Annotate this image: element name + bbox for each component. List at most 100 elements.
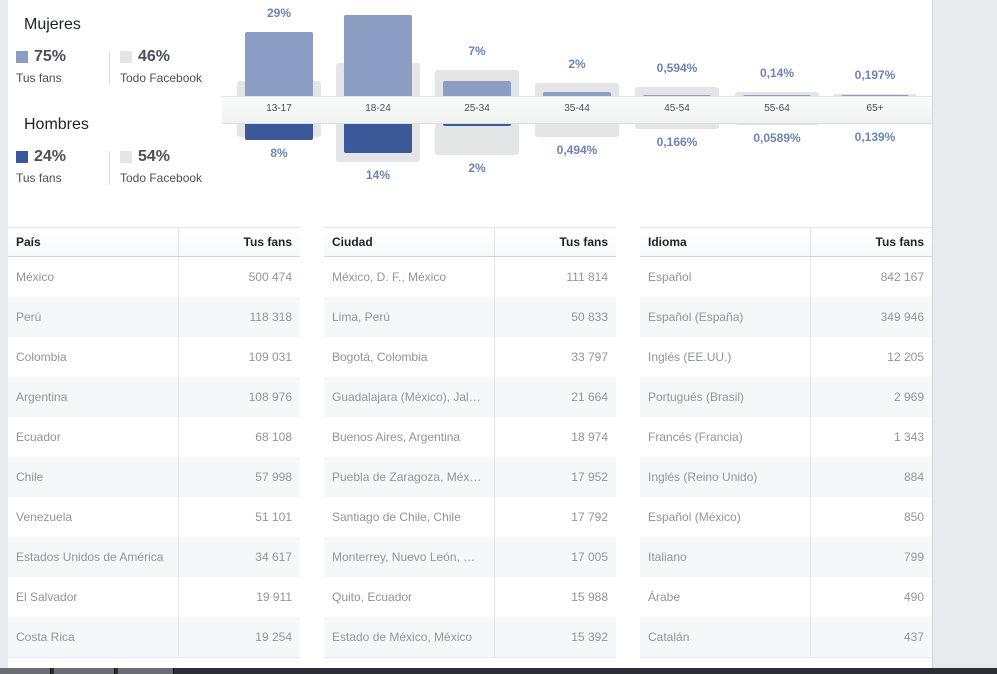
language-name: Inglés (EE.UU.) xyxy=(640,337,811,377)
country-table: País Tus fans México 500 474 Perú 118 318 Colo… xyxy=(8,227,300,658)
table-row: Árabe 490 xyxy=(640,577,932,617)
table-row: Colombia 109 031 xyxy=(8,337,300,377)
table-row: Inglés (Reino Unido) 884 xyxy=(640,457,932,497)
fan-count: 19 254 xyxy=(178,617,300,658)
country-name: Colombia xyxy=(8,337,179,377)
women-value-label: 0,594% xyxy=(656,61,698,76)
column-header[interactable]: Tus fans xyxy=(178,227,300,257)
divider xyxy=(109,151,110,185)
table-row: Guadalajara (México), Jal… 21 664 xyxy=(324,377,616,417)
men-fans-label: Tus fans xyxy=(16,171,62,186)
fan-count: 33 797 xyxy=(571,350,608,364)
city-name: Buenos Aires, Argentina xyxy=(324,417,495,457)
table-row: Francés (Francia) 1 343 xyxy=(640,417,932,457)
women-value-label: 2% xyxy=(568,56,586,71)
language-name: Catalán xyxy=(640,617,811,658)
women-fans-stat: 75% Tus fans xyxy=(16,48,66,85)
men-value-label: 2% xyxy=(468,161,486,175)
fan-count: 1 343 xyxy=(893,430,924,444)
men-value-label: 0,494% xyxy=(556,143,598,158)
fb-swatch xyxy=(120,151,132,163)
country-name: Estados Unidos de América xyxy=(8,537,179,577)
language-name: Francés (Francia) xyxy=(640,417,811,457)
country-name: Chile xyxy=(8,457,179,497)
table-row: México 500 474 xyxy=(8,256,300,297)
fan-count: 850 xyxy=(903,510,924,524)
fan-count: 842 167 xyxy=(880,270,924,284)
age-label: 45-54 xyxy=(664,103,690,114)
column-header[interactable]: Tus fans xyxy=(494,227,616,257)
table-header: Ciudad Tus fans xyxy=(324,227,616,257)
fan-count: 68 108 xyxy=(255,430,292,444)
table-row: Perú 118 318 xyxy=(8,297,300,337)
table-row: Español 842 167 xyxy=(640,256,932,297)
women-value-label: 0,14% xyxy=(759,65,795,80)
table-row: Monterrey, Nuevo León, … 17 005 xyxy=(324,537,616,577)
men-fans-stat: 24% Tus fans xyxy=(16,148,66,185)
table-row: Bogotá, Colombia 33 797 xyxy=(324,337,616,377)
table-row: México, D. F., México 111 814 xyxy=(324,256,616,297)
fan-count: 2 969 xyxy=(810,377,932,417)
fan-count: 12 205 xyxy=(887,350,924,364)
age-axis-band xyxy=(222,96,932,124)
country-name: Perú xyxy=(8,297,179,337)
fan-count: 34 617 xyxy=(178,537,300,577)
column-header[interactable]: Tus fans xyxy=(810,227,932,257)
fan-count: 884 xyxy=(810,457,932,497)
women-bar xyxy=(543,91,611,100)
fan-count: 18 974 xyxy=(571,430,608,444)
language-name: Español (España) xyxy=(640,297,811,337)
table-header: País Tus fans xyxy=(8,227,300,257)
city-name: México, D. F., México xyxy=(324,256,495,297)
city-name: Quito, Ecuador xyxy=(324,577,495,617)
column-header[interactable]: Ciudad xyxy=(324,227,495,257)
taskbar-button[interactable] xyxy=(0,668,51,674)
table-row: Quito, Ecuador 15 988 xyxy=(324,577,616,617)
city-name: Guadalajara (México), Jal… xyxy=(324,377,495,417)
table-row: Buenos Aires, Argentina 18 974 xyxy=(324,417,616,457)
men-value-label: 8% xyxy=(270,145,288,160)
age-label: 13-17 xyxy=(266,103,292,114)
fan-count: 17 792 xyxy=(571,510,608,524)
women-fans-label: Tus fans xyxy=(16,71,62,86)
table-row: Español (México) 850 xyxy=(640,497,932,537)
taskbar-button[interactable] xyxy=(118,668,174,674)
men-fb-stat: 54% Todo Facebook xyxy=(120,148,202,185)
column-header[interactable]: País xyxy=(8,227,179,257)
country-name: México xyxy=(8,256,179,297)
fan-count: 17 952 xyxy=(494,457,616,497)
men-value-label: 0,139% xyxy=(854,130,896,145)
language-name: Árabe xyxy=(640,577,811,617)
men-fans-pct: 24% xyxy=(34,148,67,165)
table-row: Inglés (EE.UU.) 12 205 xyxy=(640,337,932,377)
age-label: 55-64 xyxy=(764,103,790,114)
men-swatch xyxy=(16,151,28,163)
fan-count: 21 664 xyxy=(494,377,616,417)
language-name: Portugués (Brasil) xyxy=(640,377,811,417)
fan-count: 108 976 xyxy=(178,377,300,417)
men-fb-pct: 54% xyxy=(138,148,171,165)
table-row: Argentina 108 976 xyxy=(8,377,300,417)
city-name: Puebla de Zaragoza, Méx… xyxy=(324,457,495,497)
taskbar-button[interactable] xyxy=(54,668,115,674)
women-value-label: 29% xyxy=(266,6,292,21)
fan-count: 57 998 xyxy=(178,457,300,497)
fan-count: 118 318 xyxy=(178,297,300,337)
women-bar xyxy=(245,32,313,100)
divider xyxy=(109,51,110,85)
language-name: Inglés (Reino Unido) xyxy=(640,457,811,497)
taskbar xyxy=(0,668,997,674)
column-header[interactable]: Idioma xyxy=(640,227,811,257)
language-name: Italiano xyxy=(640,537,811,577)
table-row: El Salvador 19 911 xyxy=(8,577,300,617)
table-row: Chile 57 998 xyxy=(8,457,300,497)
table-row: Estados Unidos de América 34 617 xyxy=(8,537,300,577)
fb-swatch xyxy=(120,51,132,63)
age-label: 35-44 xyxy=(564,103,590,114)
women-fb-stat: 46% Todo Facebook xyxy=(120,48,202,85)
men-fb-label: Todo Facebook xyxy=(120,171,203,186)
language-name: Español (México) xyxy=(640,497,811,537)
left-gutter xyxy=(0,0,8,668)
fan-count: 17 005 xyxy=(494,537,616,577)
city-name: Bogotá, Colombia xyxy=(324,337,495,377)
